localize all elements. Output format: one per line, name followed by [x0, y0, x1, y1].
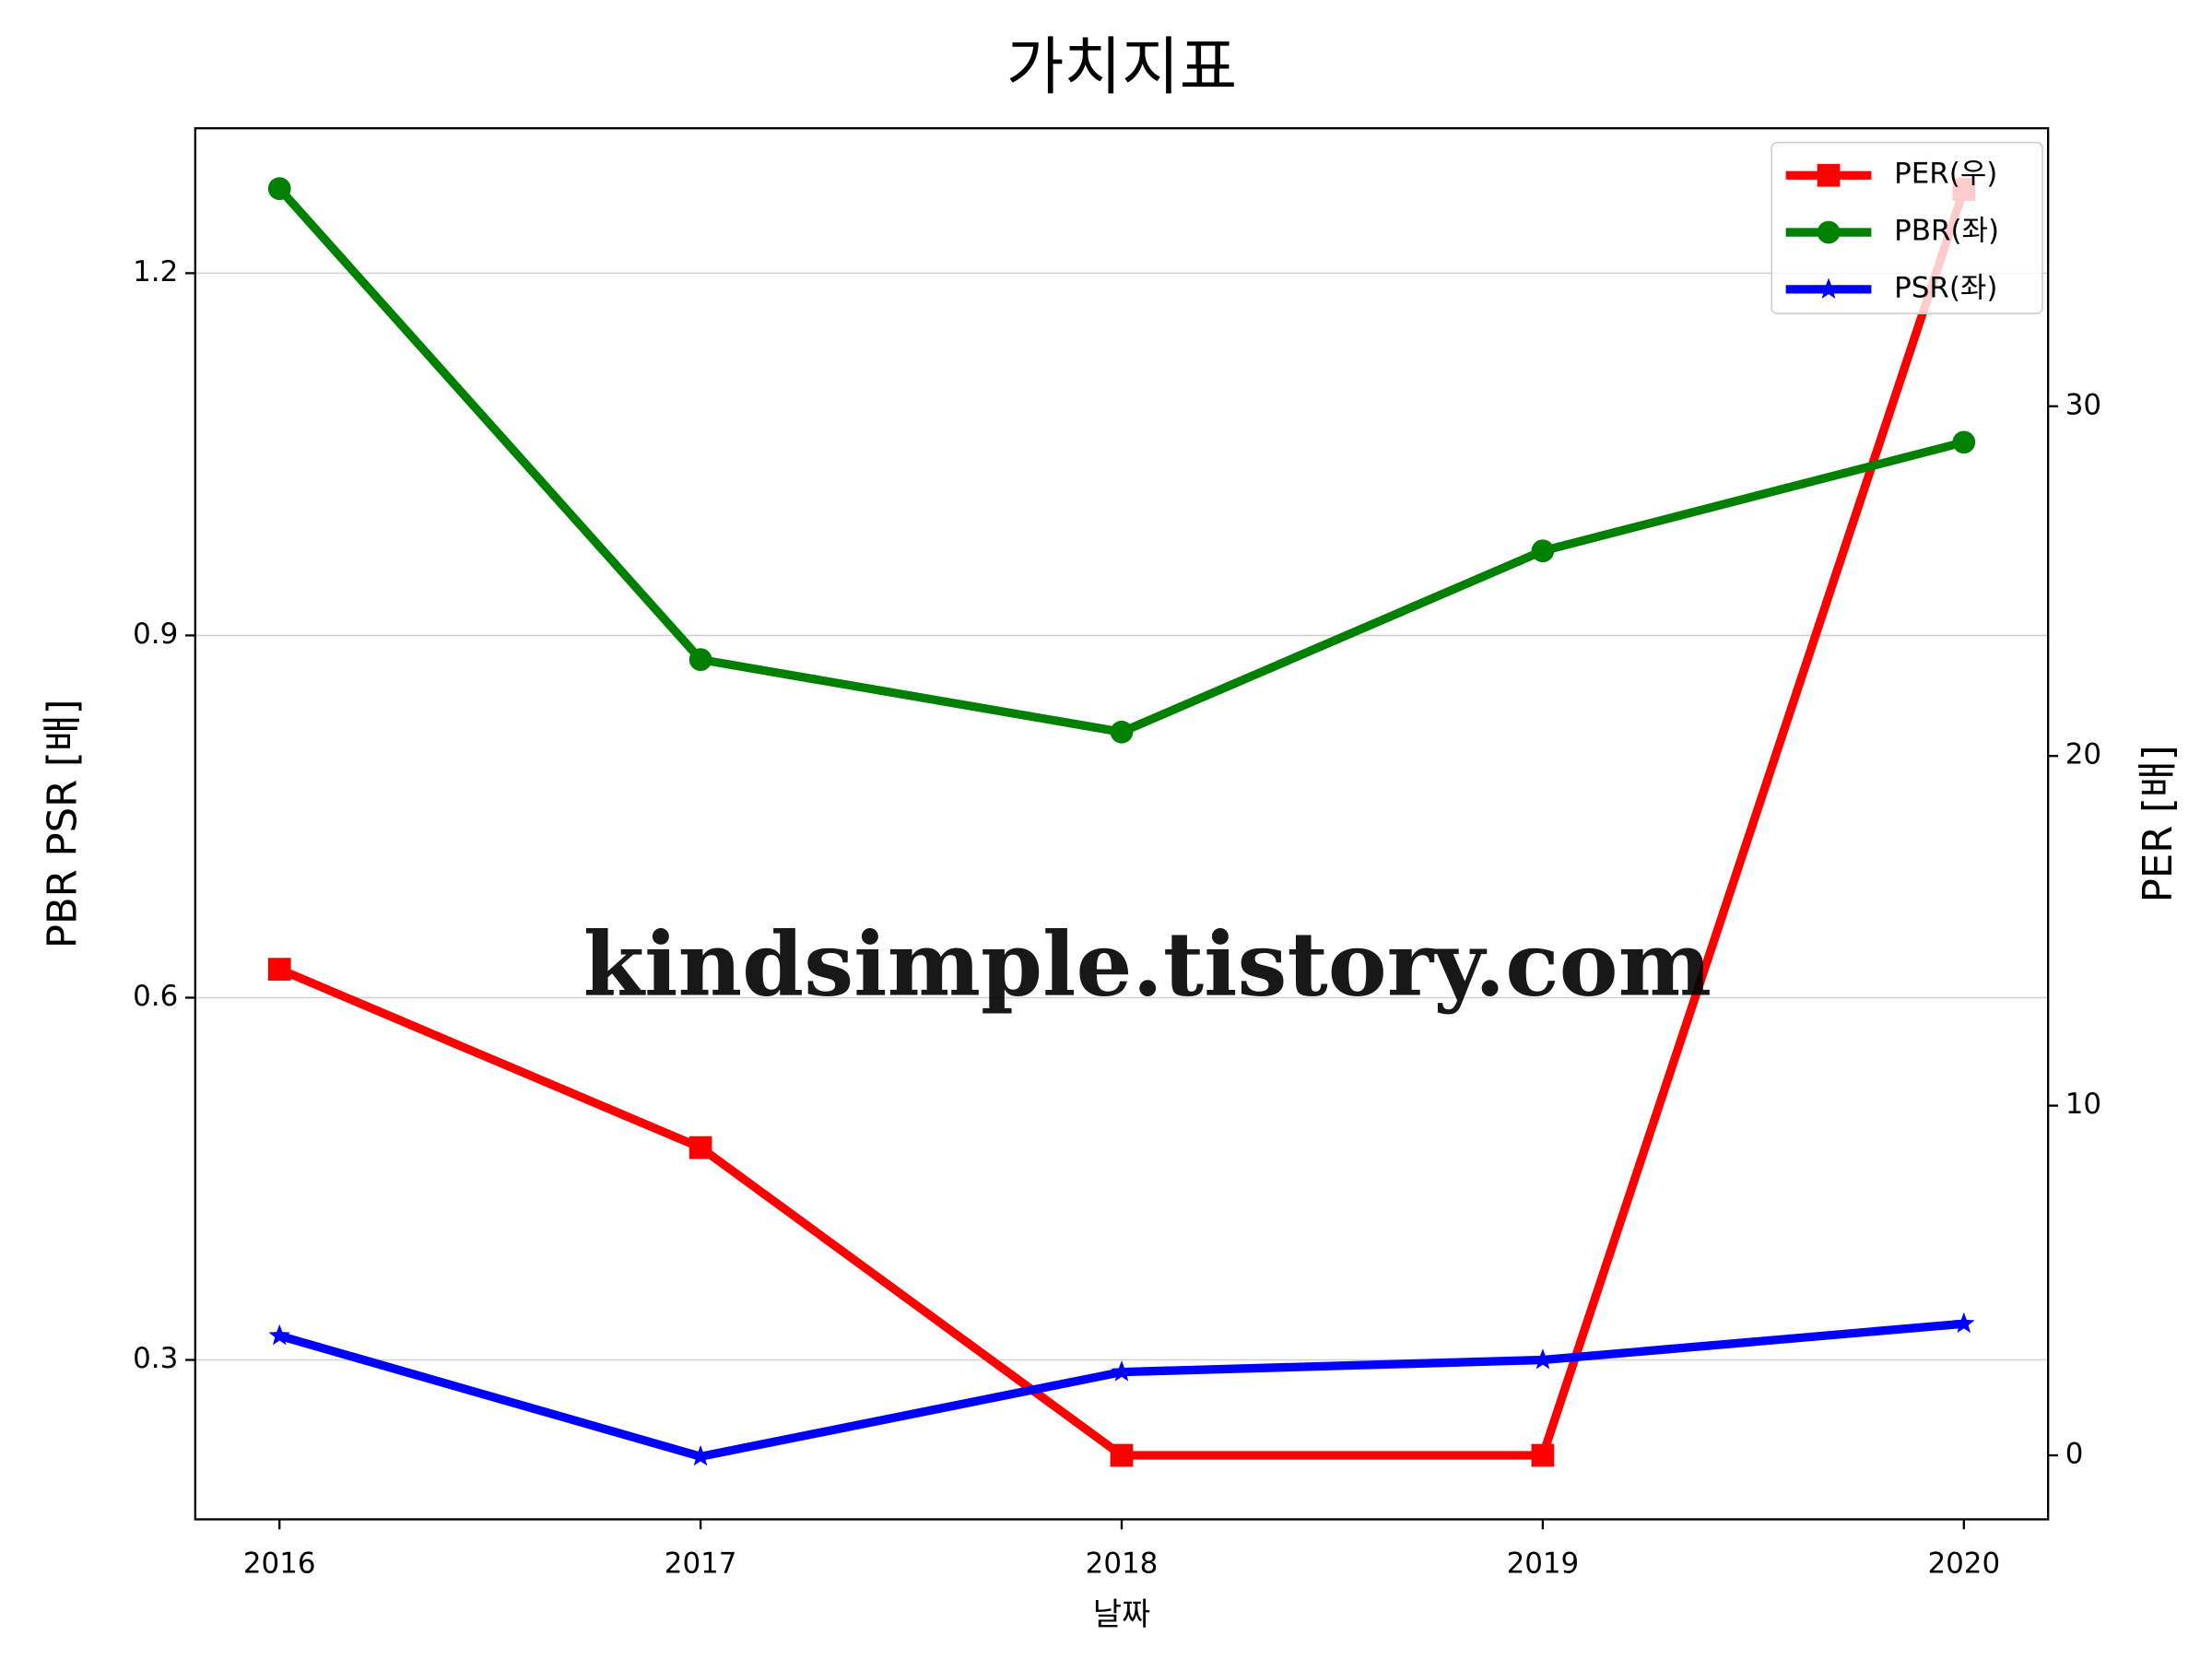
- marker: [689, 1444, 712, 1466]
- legend-label: PER(우): [1894, 158, 1997, 191]
- legend-label: PSR(좌): [1894, 271, 1997, 304]
- y2-axis-label: PER [배]: [2136, 745, 2182, 902]
- y-tick-label: 1.2: [133, 255, 178, 288]
- y-tick-label: 0.6: [133, 980, 178, 1013]
- y2-tick-label: 20: [2065, 738, 2101, 771]
- marker: [1531, 539, 1555, 563]
- chart-title: 가치지표: [1006, 31, 1237, 104]
- marker: [1817, 220, 1841, 244]
- y2-tick-label: 30: [2065, 388, 2101, 421]
- marker: [1818, 277, 1840, 299]
- marker: [267, 958, 291, 982]
- y2-tick-label: 10: [2065, 1088, 2101, 1121]
- x-tick-label: 2020: [1927, 1547, 2000, 1580]
- marker: [267, 177, 291, 201]
- marker: [1111, 1360, 1133, 1382]
- marker: [1110, 1443, 1134, 1467]
- plot-frame: [194, 127, 2050, 1521]
- marker: [1531, 1443, 1555, 1467]
- x-tick-label: 2017: [665, 1547, 737, 1580]
- x-tick-label: 2018: [1086, 1547, 1159, 1580]
- y2-tick-label: 0: [2065, 1438, 2084, 1471]
- x-axis-label: 날짜: [1093, 1596, 1151, 1633]
- y-axis-label: PBR PSR [배]: [41, 700, 87, 949]
- marker: [1952, 430, 1976, 454]
- x-tick-label: 2016: [243, 1547, 316, 1580]
- y-tick-label: 0.3: [133, 1342, 178, 1375]
- marker: [1110, 720, 1134, 744]
- watermark: kindsimple.tistory.com: [583, 912, 1712, 1016]
- y-tick-label: 0.9: [133, 618, 178, 651]
- marker: [268, 1324, 290, 1346]
- series-line: [276, 185, 1965, 736]
- marker: [1532, 1348, 1554, 1370]
- marker: [1817, 163, 1841, 187]
- marker: [1953, 1312, 1975, 1334]
- marker: [688, 1135, 712, 1159]
- series-line: [277, 1319, 1965, 1461]
- legend-label: PBR(좌): [1894, 215, 1999, 248]
- x-tick-label: 2019: [1507, 1547, 1580, 1580]
- series-line: [277, 188, 1969, 1460]
- marker: [688, 648, 712, 672]
